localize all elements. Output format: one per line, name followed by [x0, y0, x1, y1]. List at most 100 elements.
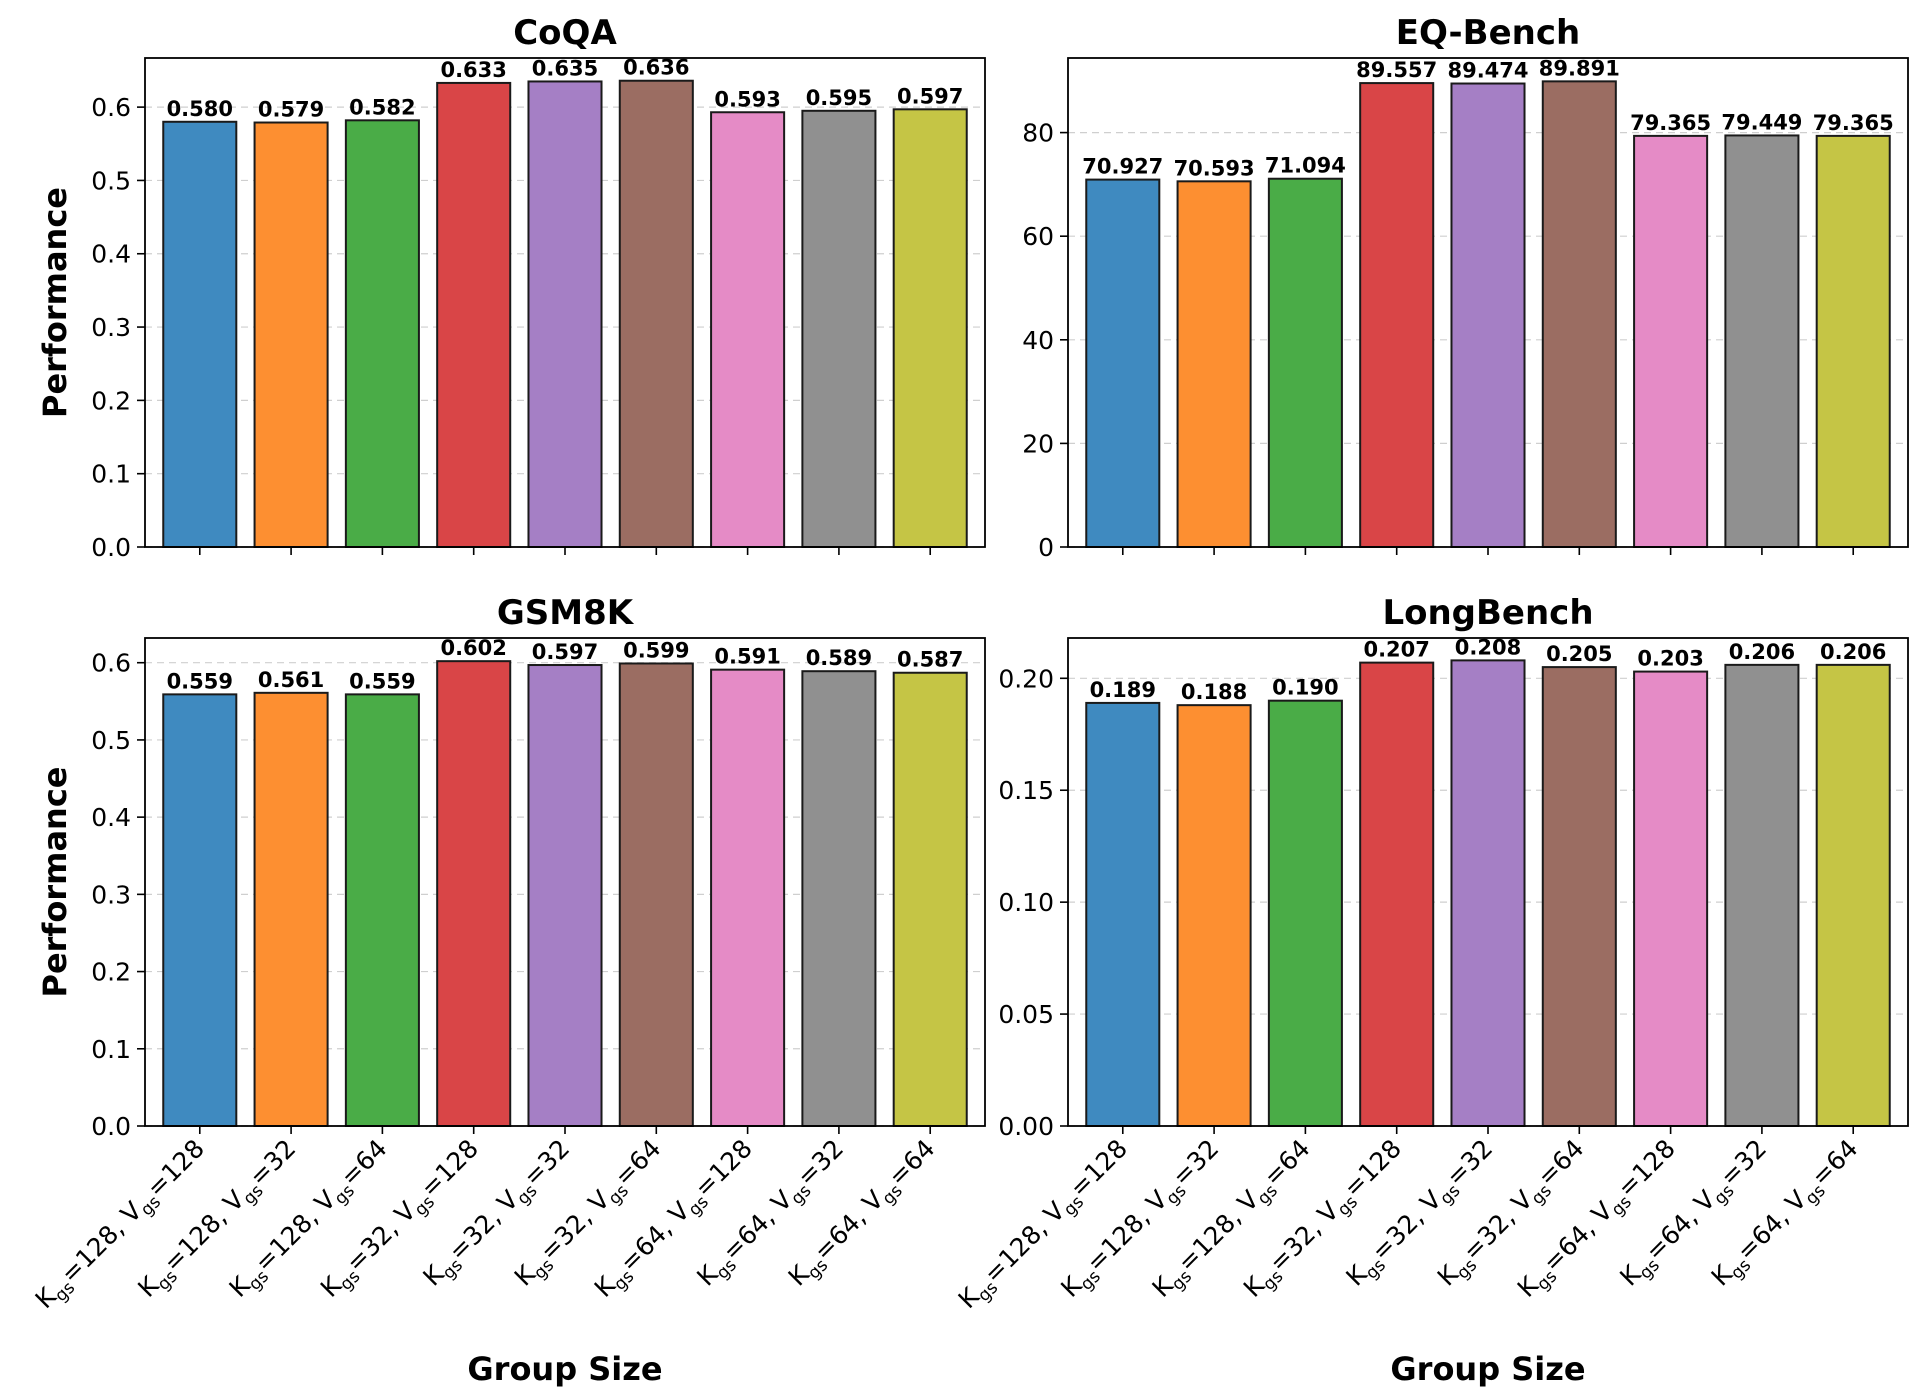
value-label-eq-bench-4: 89.557 — [1356, 58, 1437, 82]
value-label-coqa-2: 0.579 — [258, 98, 324, 122]
value-label-coqa-1: 0.580 — [167, 97, 233, 121]
bar-eq-bench-3 — [1267, 177, 1343, 548]
x-tick-label-longbench-4: Kgs=32, Vgs=128 — [1238, 1134, 1411, 1307]
y-tick-label-coqa-1: 0.0 — [91, 533, 131, 562]
value-label-eq-bench-8: 79.449 — [1721, 110, 1802, 134]
bar-longbench-7 — [1633, 670, 1709, 1128]
value-label-gsm8k-5: 0.597 — [532, 640, 598, 664]
y-tick-label-gsm8k-5: 0.4 — [91, 803, 131, 832]
bar-gsm8k-8 — [801, 670, 877, 1127]
bar-gsm8k-4 — [436, 660, 512, 1127]
x-axis-label-gsm8k: Group Size — [467, 1350, 662, 1388]
plot-frame — [144, 637, 986, 1127]
value-label-coqa-6: 0.636 — [623, 56, 689, 80]
value-label-gsm8k-7: 0.591 — [714, 645, 780, 669]
x-tick-label-longbench-7: Kgs=64, Vgs=128 — [1512, 1134, 1685, 1307]
value-label-longbench-1: 0.189 — [1090, 678, 1156, 702]
y-tick-label-eq-bench-1: 0 — [1038, 533, 1054, 562]
bar-gsm8k-7 — [710, 668, 786, 1127]
x-tick-label-gsm8k-2: Kgs=128, Vgs=32 — [132, 1134, 305, 1307]
panel-title-longbench: LongBench — [1382, 593, 1593, 633]
x-tick-label-longbench-2: Kgs=128, Vgs=32 — [1055, 1134, 1228, 1307]
value-label-gsm8k-9: 0.587 — [897, 648, 963, 672]
bar-eq-bench-9 — [1815, 134, 1891, 548]
bar-longbench-3 — [1267, 699, 1343, 1127]
panel-coqa: 0.580 0.579 0.582 0.633 0.635 0.636 0.593 0.595… — [36, 13, 986, 562]
value-label-longbench-7: 0.203 — [1637, 647, 1703, 671]
bar-gsm8k-5 — [527, 664, 603, 1127]
bar-eq-bench-5 — [1450, 82, 1526, 549]
bar-longbench-8 — [1724, 663, 1800, 1127]
panel-title-gsm8k: GSM8K — [497, 593, 635, 633]
plot-frame — [144, 57, 986, 548]
value-label-gsm8k-6: 0.599 — [623, 638, 689, 662]
value-label-gsm8k-4: 0.602 — [440, 636, 506, 660]
bar-coqa-1 — [162, 120, 238, 548]
bar-coqa-6 — [618, 79, 694, 548]
y-tick-label-longbench-1: 0.00 — [998, 1112, 1054, 1141]
panel-gsm8k: 0.559 Kgs=128, Vgs=128 0.561 Kgs=128, Vgs=3… — [30, 593, 986, 1388]
value-label-gsm8k-2: 0.561 — [258, 668, 324, 692]
y-tick-label-eq-bench-3: 40 — [1022, 326, 1054, 355]
x-tick-label-longbench-3: Kgs=128, Vgs=64 — [1147, 1134, 1320, 1307]
y-tick-label-gsm8k-1: 0.0 — [91, 1112, 131, 1141]
bar-gsm8k-3 — [344, 693, 420, 1127]
bar-coqa-2 — [253, 121, 329, 548]
panel-title-coqa: CoQA — [513, 13, 617, 53]
value-label-longbench-5: 0.208 — [1455, 635, 1521, 659]
value-label-coqa-4: 0.633 — [440, 58, 506, 82]
value-label-eq-bench-1: 70.927 — [1082, 155, 1163, 179]
y-tick-label-gsm8k-2: 0.1 — [91, 1035, 131, 1064]
value-label-coqa-3: 0.582 — [349, 95, 415, 119]
y-tick-label-coqa-6: 0.5 — [91, 166, 131, 195]
x-tick-label-gsm8k-7: Kgs=64, Vgs=128 — [589, 1134, 762, 1307]
bar-longbench-1 — [1085, 701, 1161, 1127]
bar-eq-bench-7 — [1633, 134, 1709, 548]
bar-longbench-4 — [1359, 661, 1435, 1127]
y-tick-label-eq-bench-2: 20 — [1022, 429, 1054, 458]
bar-longbench-6 — [1541, 666, 1617, 1127]
y-tick-label-gsm8k-4: 0.3 — [91, 880, 131, 909]
value-label-coqa-7: 0.593 — [714, 87, 780, 111]
bar-coqa-7 — [710, 111, 786, 549]
bar-coqa-4 — [436, 81, 512, 548]
panel-eq-bench: 70.927 70.593 71.094 89.557 89.474 89.891 79.3… — [1022, 13, 1909, 562]
value-label-gsm8k-8: 0.589 — [806, 646, 872, 670]
bar-coqa-5 — [527, 80, 603, 548]
bar-longbench-5 — [1450, 659, 1526, 1127]
value-label-longbench-4: 0.207 — [1363, 638, 1429, 662]
y-axis-label-gsm8k: Performance — [36, 766, 74, 997]
x-axis-label-longbench: Group Size — [1390, 1350, 1585, 1388]
x-tick-label-longbench-1: Kgs=128, Vgs=128 — [953, 1134, 1137, 1318]
value-label-longbench-8: 0.206 — [1729, 640, 1795, 664]
value-label-coqa-5: 0.635 — [532, 56, 598, 80]
bar-eq-bench-6 — [1541, 80, 1617, 549]
bar-longbench-2 — [1176, 704, 1252, 1127]
value-label-eq-bench-3: 71.094 — [1265, 154, 1346, 178]
bar-gsm8k-9 — [892, 671, 968, 1127]
bar-coqa-3 — [344, 119, 420, 548]
value-label-coqa-8: 0.595 — [806, 86, 872, 110]
plot-frame — [1067, 57, 1909, 548]
panel-longbench: 0.189 Kgs=128, Vgs=128 0.188 Kgs=128, Vgs=3… — [953, 593, 1909, 1388]
y-tick-label-coqa-2: 0.1 — [91, 460, 131, 489]
bar-eq-bench-8 — [1724, 134, 1800, 548]
y-tick-label-gsm8k-7: 0.6 — [91, 649, 131, 678]
bar-eq-bench-2 — [1176, 180, 1252, 549]
y-tick-label-eq-bench-4: 60 — [1022, 222, 1054, 251]
value-label-coqa-9: 0.597 — [897, 84, 963, 108]
value-label-eq-bench-9: 79.365 — [1813, 111, 1894, 135]
x-tick-label-gsm8k-1: Kgs=128, Vgs=128 — [30, 1134, 214, 1318]
value-label-eq-bench-7: 79.365 — [1630, 111, 1711, 135]
y-tick-label-coqa-5: 0.4 — [91, 240, 131, 269]
y-tick-label-longbench-4: 0.15 — [998, 776, 1054, 805]
y-tick-label-coqa-7: 0.6 — [91, 93, 131, 122]
y-axis-label-coqa: Performance — [36, 187, 74, 418]
bar-gsm8k-6 — [618, 662, 694, 1127]
bar-gsm8k-2 — [253, 691, 329, 1128]
bar-coqa-8 — [801, 109, 877, 548]
y-tick-label-longbench-2: 0.05 — [998, 1000, 1054, 1029]
y-tick-label-gsm8k-6: 0.5 — [91, 726, 131, 755]
y-tick-label-eq-bench-5: 80 — [1022, 119, 1054, 148]
